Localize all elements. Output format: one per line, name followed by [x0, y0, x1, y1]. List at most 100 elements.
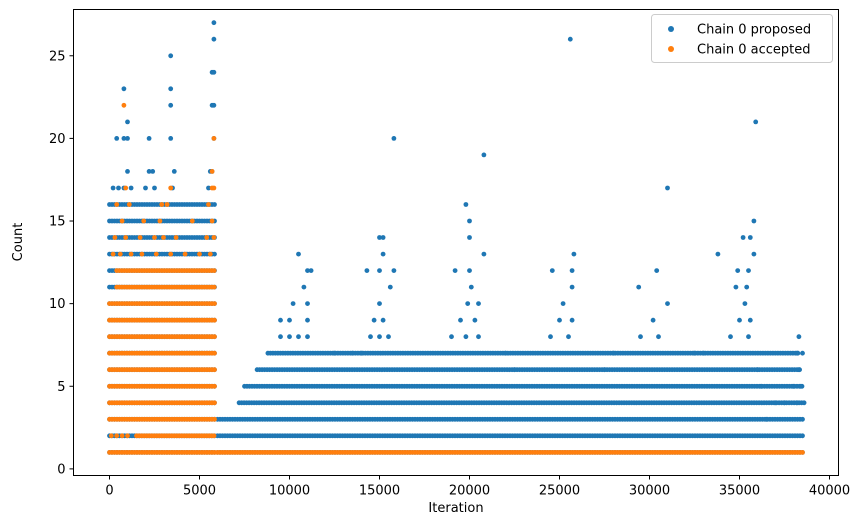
data-point	[753, 119, 759, 125]
data-point	[569, 317, 575, 323]
data-point	[211, 102, 217, 108]
data-point	[116, 185, 121, 191]
data-point	[751, 251, 757, 257]
data-point	[123, 185, 129, 191]
data-point	[117, 251, 123, 257]
data-point	[467, 218, 472, 224]
data-point	[168, 86, 174, 92]
data-point	[209, 169, 215, 174]
data-point	[204, 235, 210, 240]
data-point	[296, 334, 301, 340]
data-point	[746, 268, 751, 273]
data-point	[571, 251, 577, 257]
data-point	[747, 317, 753, 323]
legend-label-accepted: Chain 0 accepted	[697, 43, 811, 58]
x-tick-label: 25000	[539, 484, 580, 499]
legend: Chain 0 proposed Chain 0 accepted	[651, 14, 833, 63]
data-point	[728, 334, 733, 340]
data-point	[296, 251, 301, 257]
data-point	[458, 317, 463, 323]
data-point	[794, 350, 800, 356]
data-point	[751, 218, 757, 224]
data-point	[164, 202, 170, 207]
data-point	[119, 218, 125, 224]
data-point	[377, 268, 382, 273]
data-point	[350, 350, 355, 356]
data-point	[197, 251, 202, 257]
data-point	[476, 301, 481, 306]
data-point	[567, 36, 573, 42]
y-tick-label: 10	[49, 297, 66, 312]
data-point	[566, 334, 571, 340]
data-point	[211, 136, 217, 141]
data-point	[137, 235, 143, 240]
plot-frame	[73, 9, 839, 476]
x-tick-label: 35000	[719, 484, 760, 499]
data-point	[211, 20, 217, 26]
data-point	[665, 185, 670, 191]
data-point	[755, 367, 760, 373]
data-point	[211, 185, 217, 191]
data-point	[305, 317, 310, 323]
data-point	[212, 334, 217, 340]
data-point	[125, 433, 130, 439]
data-point	[206, 185, 211, 191]
data-point	[114, 136, 120, 141]
data-point	[794, 400, 800, 406]
data-point	[737, 317, 742, 323]
data-point	[800, 450, 805, 455]
points-layer	[107, 20, 807, 455]
data-point	[152, 235, 157, 240]
data-point	[159, 202, 165, 207]
data-point	[305, 301, 310, 306]
x-tick-label: 5000	[183, 484, 216, 499]
data-point	[569, 268, 575, 273]
data-point	[189, 218, 195, 224]
data-point	[638, 334, 643, 340]
data-point	[141, 218, 147, 224]
data-point	[211, 284, 217, 290]
data-point	[168, 185, 174, 191]
x-tick-label: 30000	[629, 484, 670, 499]
data-point	[364, 268, 370, 273]
legend-label-proposed: Chain 0 proposed	[697, 23, 811, 38]
data-point	[305, 268, 310, 273]
data-point	[650, 317, 656, 323]
data-point	[377, 334, 382, 340]
data-point	[764, 416, 769, 422]
data-point	[139, 251, 145, 257]
data-point	[209, 218, 215, 224]
data-point	[212, 202, 217, 207]
data-point	[692, 350, 697, 356]
data-point	[212, 400, 217, 406]
data-point	[773, 400, 778, 406]
data-point	[636, 284, 642, 290]
data-point	[305, 334, 310, 340]
data-point	[377, 301, 382, 306]
data-point	[782, 400, 787, 406]
data-point	[212, 317, 217, 323]
data-point	[746, 334, 751, 340]
x-tick-label: 10000	[269, 484, 310, 499]
data-point	[800, 433, 805, 439]
data-point	[503, 350, 508, 356]
data-point	[656, 334, 661, 340]
data-point	[126, 202, 132, 207]
x-tick-label: 0	[105, 484, 113, 499]
data-point	[557, 317, 562, 323]
data-point	[125, 169, 130, 174]
data-point	[211, 235, 217, 240]
data-point	[121, 86, 127, 92]
y-tick-label: 5	[57, 380, 65, 395]
data-point	[157, 218, 163, 224]
data-point	[735, 268, 741, 273]
data-point	[800, 416, 805, 422]
data-point	[701, 350, 706, 356]
data-point	[391, 268, 397, 273]
data-point	[212, 350, 217, 356]
data-point	[123, 235, 129, 240]
data-point	[119, 433, 125, 439]
x-axis-label: Iteration	[428, 501, 483, 516]
data-point	[569, 284, 575, 290]
